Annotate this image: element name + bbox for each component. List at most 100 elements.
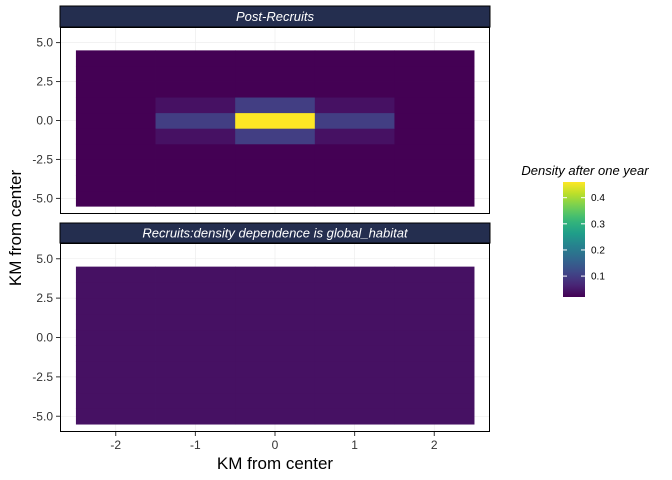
facet-strip bbox=[59, 5, 491, 28]
heat-cell bbox=[155, 112, 236, 129]
heat-cell bbox=[394, 266, 475, 283]
heat-cell bbox=[75, 65, 156, 82]
heat-cell bbox=[235, 97, 316, 114]
heat-cell bbox=[314, 282, 395, 299]
x-tick-label: 2 bbox=[431, 438, 438, 452]
heat-cell bbox=[75, 128, 156, 145]
heat-cell bbox=[394, 408, 475, 425]
heat-cell bbox=[235, 143, 316, 160]
y-tick-label: 5.0 bbox=[36, 36, 53, 50]
heat-cell bbox=[75, 392, 156, 409]
heat-cell bbox=[155, 190, 236, 207]
legend-tick-label: 0.1 bbox=[591, 272, 605, 283]
heat-cell bbox=[75, 329, 156, 346]
heat-cell bbox=[314, 175, 395, 192]
heat-cell bbox=[394, 65, 475, 82]
facet-strip bbox=[59, 222, 491, 244]
heat-cell bbox=[75, 97, 156, 114]
heat-cell bbox=[394, 112, 475, 129]
heat-cell bbox=[155, 345, 236, 362]
heat-cell bbox=[235, 175, 316, 192]
heat-cell bbox=[394, 329, 475, 346]
y-tick-label: -2.5 bbox=[32, 152, 53, 166]
heat-cell bbox=[155, 50, 236, 67]
heat-cell bbox=[75, 159, 156, 176]
heat-cell bbox=[155, 392, 236, 409]
heat-cell bbox=[235, 408, 316, 425]
heat-cell bbox=[155, 143, 236, 160]
heat-cell bbox=[155, 282, 236, 299]
heat-cell bbox=[155, 298, 236, 315]
heat-cell bbox=[314, 408, 395, 425]
y-tick-label: -5.0 bbox=[32, 409, 53, 423]
y-tick-label: 5.0 bbox=[36, 252, 53, 266]
heat-cell bbox=[314, 376, 395, 394]
legend-tick-label: 0.2 bbox=[591, 245, 605, 256]
heat-cell bbox=[314, 143, 395, 160]
heat-cell bbox=[394, 159, 475, 176]
heat-cell bbox=[75, 282, 156, 299]
heat-cell bbox=[75, 50, 156, 67]
heat-cell bbox=[155, 65, 236, 82]
x-axis-ticks: -2 -1 0 1 2 bbox=[110, 432, 438, 452]
heat-cell bbox=[314, 128, 395, 145]
heat-cell bbox=[394, 97, 475, 114]
heat-cell bbox=[235, 345, 316, 362]
heat-cell bbox=[314, 190, 395, 207]
heat-cell bbox=[75, 345, 156, 362]
heat-cell bbox=[394, 143, 475, 160]
heat-cell bbox=[75, 175, 156, 192]
heat-cell bbox=[314, 313, 395, 331]
heat-cell bbox=[155, 175, 236, 192]
heat-cell bbox=[155, 313, 236, 331]
heat-cell bbox=[75, 361, 156, 378]
legend-colorbar bbox=[563, 182, 585, 297]
heat-cell bbox=[394, 298, 475, 315]
heat-cell bbox=[155, 361, 236, 378]
heat-cell bbox=[394, 345, 475, 362]
heat-cell bbox=[314, 329, 395, 346]
x-tick-label: -2 bbox=[110, 438, 121, 452]
heat-cell bbox=[75, 81, 156, 98]
heat-cell bbox=[235, 313, 316, 331]
x-axis-title: KM from center bbox=[217, 454, 334, 473]
heat-cell bbox=[155, 408, 236, 425]
color-legend: Density after one year 0.1 0.2 0.3 0.4 bbox=[521, 163, 649, 297]
heatmap-cells bbox=[75, 50, 475, 207]
heat-cell bbox=[394, 313, 475, 331]
heat-cell bbox=[314, 81, 395, 98]
heat-cell bbox=[314, 361, 395, 378]
x-tick-label: 0 bbox=[272, 438, 279, 452]
heat-cell bbox=[75, 298, 156, 315]
facet-strip-label: Recruits:density dependence is global_ha… bbox=[142, 226, 409, 241]
heat-cell bbox=[314, 97, 395, 114]
heat-cell bbox=[235, 81, 316, 98]
y-tick-label: 0.0 bbox=[36, 114, 53, 128]
heat-cell bbox=[155, 128, 236, 145]
heat-cell bbox=[155, 266, 236, 283]
heat-cell bbox=[155, 329, 236, 346]
heat-cell bbox=[75, 313, 156, 331]
heat-cell bbox=[314, 345, 395, 362]
heat-cell bbox=[235, 376, 316, 394]
heat-cell bbox=[314, 50, 395, 67]
heat-cell bbox=[394, 376, 475, 394]
legend-tick-label: 0.4 bbox=[591, 193, 605, 204]
heat-cell bbox=[394, 361, 475, 378]
heat-cell bbox=[75, 408, 156, 425]
heat-cell bbox=[75, 376, 156, 394]
heat-cell bbox=[314, 112, 395, 129]
heat-cell bbox=[394, 392, 475, 409]
facet-panels: Post-Recruits 5.0 2.5 0.0 -2.5 -5.0 Recruits:d… bbox=[32, 5, 491, 432]
y-axis-ticks: 5.0 2.5 0.0 -2.5 -5.0 bbox=[32, 252, 60, 423]
heat-cell bbox=[314, 298, 395, 315]
legend-title: Density after one year bbox=[521, 163, 649, 178]
heat-cell bbox=[235, 65, 316, 82]
heat-cell bbox=[75, 143, 156, 160]
heat-cell bbox=[314, 65, 395, 82]
heat-cell bbox=[394, 190, 475, 207]
y-tick-label: 2.5 bbox=[36, 291, 53, 305]
heat-cell bbox=[314, 266, 395, 283]
heat-cell bbox=[155, 97, 236, 114]
facet-panel-2: Recruits:density dependence is global_ha… bbox=[32, 222, 491, 432]
